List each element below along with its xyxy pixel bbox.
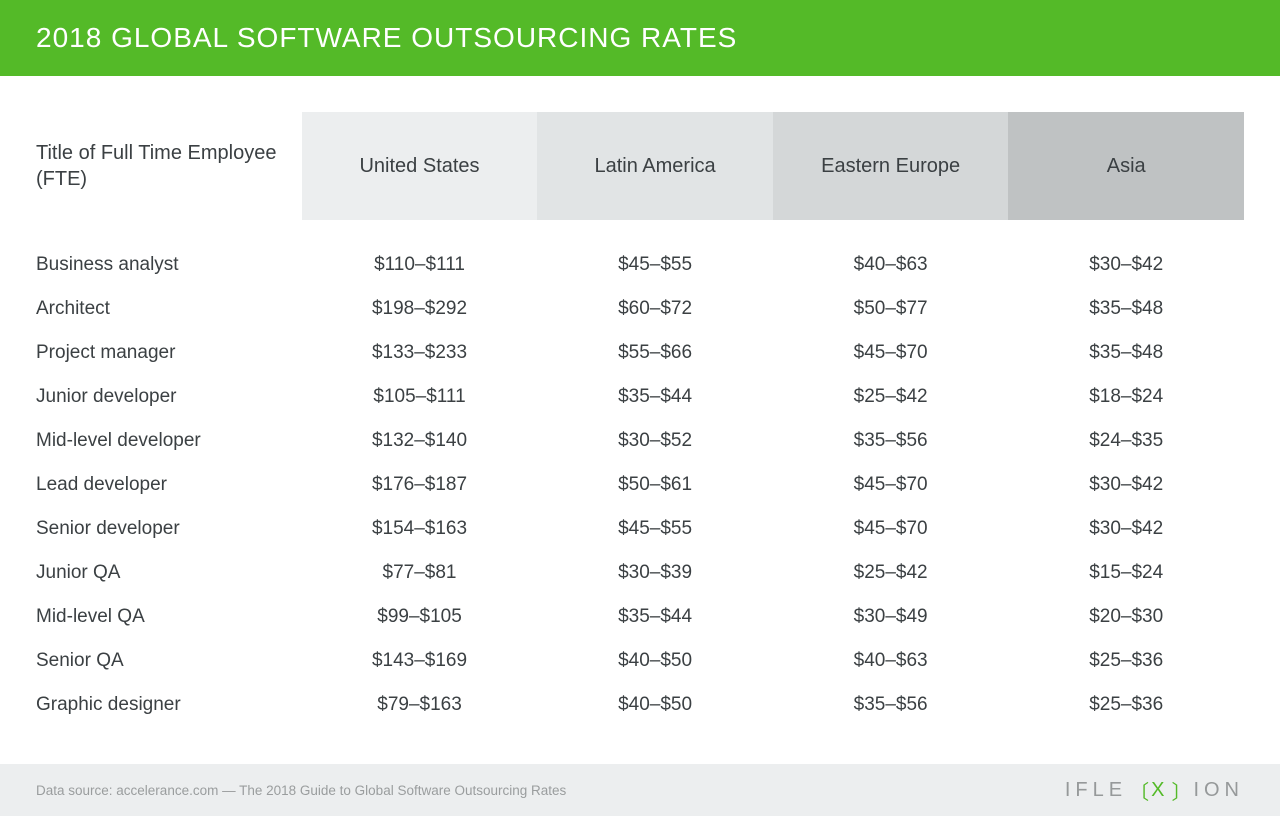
rate-cell: $40–$50 bbox=[537, 683, 773, 727]
rate-cell: $30–$39 bbox=[537, 551, 773, 595]
table-row: Mid-level QA$99–$105$35–$44$30–$49$20–$3… bbox=[36, 595, 1244, 639]
rate-cell: $35–$56 bbox=[773, 683, 1009, 727]
rate-cell: $30–$42 bbox=[1008, 507, 1244, 551]
row-label: Junior QA bbox=[36, 551, 302, 595]
rate-cell: $132–$140 bbox=[302, 419, 538, 463]
row-label: Lead developer bbox=[36, 463, 302, 507]
rate-cell: $45–$70 bbox=[773, 507, 1009, 551]
logo-text-mid: X bbox=[1151, 779, 1169, 802]
header-bar: 2018 GLOBAL SOFTWARE OUTSOURCING RATES bbox=[0, 0, 1280, 76]
rate-cell: $30–$52 bbox=[537, 419, 773, 463]
rate-cell: $35–$48 bbox=[1008, 287, 1244, 331]
brand-logo: IFLE〔X〕ION bbox=[1065, 776, 1244, 805]
row-header-label: Title of Full Time Employee (FTE) bbox=[36, 112, 302, 220]
rate-cell: $77–$81 bbox=[302, 551, 538, 595]
rate-cell: $45–$70 bbox=[773, 463, 1009, 507]
rate-cell: $55–$66 bbox=[537, 331, 773, 375]
table-row: Lead developer$176–$187$50–$61$45–$70$30… bbox=[36, 463, 1244, 507]
rate-cell: $143–$169 bbox=[302, 639, 538, 683]
col-header-eeu: Eastern Europe bbox=[773, 112, 1009, 220]
rate-cell: $45–$55 bbox=[537, 507, 773, 551]
col-header-asia: Asia bbox=[1008, 112, 1244, 220]
footer-bar: Data source: accelerance.com — The 2018 … bbox=[0, 764, 1280, 816]
table-row: Graphic designer$79–$163$40–$50$35–$56$2… bbox=[36, 683, 1244, 727]
rate-cell: $40–$63 bbox=[773, 639, 1009, 683]
rates-table-container: Title of Full Time Employee (FTE) United… bbox=[0, 76, 1280, 747]
logo-bracket-right: 〕 bbox=[1169, 776, 1193, 805]
rate-cell: $198–$292 bbox=[302, 287, 538, 331]
row-label: Architect bbox=[36, 287, 302, 331]
row-label: Graphic designer bbox=[36, 683, 302, 727]
rate-cell: $25–$36 bbox=[1008, 639, 1244, 683]
table-row: Junior developer$105–$111$35–$44$25–$42$… bbox=[36, 375, 1244, 419]
rate-cell: $35–$48 bbox=[1008, 331, 1244, 375]
table-row: Business analyst$110–$111$45–$55$40–$63$… bbox=[36, 220, 1244, 287]
table-row: Project manager$133–$233$55–$66$45–$70$3… bbox=[36, 331, 1244, 375]
rate-cell: $133–$233 bbox=[302, 331, 538, 375]
rate-cell: $35–$44 bbox=[537, 595, 773, 639]
row-label: Mid-level developer bbox=[36, 419, 302, 463]
rate-cell: $35–$44 bbox=[537, 375, 773, 419]
row-label: Senior developer bbox=[36, 507, 302, 551]
rate-cell: $25–$42 bbox=[773, 375, 1009, 419]
rate-cell: $30–$42 bbox=[1008, 463, 1244, 507]
rate-cell: $20–$30 bbox=[1008, 595, 1244, 639]
rate-cell: $40–$63 bbox=[773, 220, 1009, 287]
table-row: Architect$198–$292$60–$72$50–$77$35–$48 bbox=[36, 287, 1244, 331]
rate-cell: $45–$70 bbox=[773, 331, 1009, 375]
rate-cell: $25–$42 bbox=[773, 551, 1009, 595]
row-label: Project manager bbox=[36, 331, 302, 375]
rate-cell: $25–$36 bbox=[1008, 683, 1244, 727]
rate-cell: $79–$163 bbox=[302, 683, 538, 727]
rate-cell: $18–$24 bbox=[1008, 375, 1244, 419]
table-row: Junior QA$77–$81$30–$39$25–$42$15–$24 bbox=[36, 551, 1244, 595]
row-label: Business analyst bbox=[36, 220, 302, 287]
row-label: Junior developer bbox=[36, 375, 302, 419]
rate-cell: $176–$187 bbox=[302, 463, 538, 507]
rate-cell: $30–$49 bbox=[773, 595, 1009, 639]
table-row: Senior QA$143–$169$40–$50$40–$63$25–$36 bbox=[36, 639, 1244, 683]
rate-cell: $50–$77 bbox=[773, 287, 1009, 331]
rate-cell: $15–$24 bbox=[1008, 551, 1244, 595]
page-title: 2018 GLOBAL SOFTWARE OUTSOURCING RATES bbox=[36, 22, 737, 54]
rate-cell: $110–$111 bbox=[302, 220, 538, 287]
rate-cell: $105–$111 bbox=[302, 375, 538, 419]
rate-cell: $60–$72 bbox=[537, 287, 773, 331]
table-row: Mid-level developer$132–$140$30–$52$35–$… bbox=[36, 419, 1244, 463]
col-header-latam: Latin America bbox=[537, 112, 773, 220]
rate-cell: $99–$105 bbox=[302, 595, 538, 639]
logo-text-left: IFLE bbox=[1065, 779, 1127, 802]
rate-cell: $30–$42 bbox=[1008, 220, 1244, 287]
data-source-text: Data source: accelerance.com — The 2018 … bbox=[36, 783, 566, 798]
rate-cell: $50–$61 bbox=[537, 463, 773, 507]
row-label: Senior QA bbox=[36, 639, 302, 683]
rate-cell: $45–$55 bbox=[537, 220, 773, 287]
table-header-row: Title of Full Time Employee (FTE) United… bbox=[36, 112, 1244, 220]
rate-cell: $35–$56 bbox=[773, 419, 1009, 463]
rates-table: Title of Full Time Employee (FTE) United… bbox=[36, 112, 1244, 727]
table-row: Senior developer$154–$163$45–$55$45–$70$… bbox=[36, 507, 1244, 551]
col-header-us: United States bbox=[302, 112, 538, 220]
row-label: Mid-level QA bbox=[36, 595, 302, 639]
logo-text-right: ION bbox=[1193, 779, 1244, 802]
rate-cell: $154–$163 bbox=[302, 507, 538, 551]
rate-cell: $40–$50 bbox=[537, 639, 773, 683]
rate-cell: $24–$35 bbox=[1008, 419, 1244, 463]
logo-bracket-left: 〔 bbox=[1127, 776, 1151, 805]
